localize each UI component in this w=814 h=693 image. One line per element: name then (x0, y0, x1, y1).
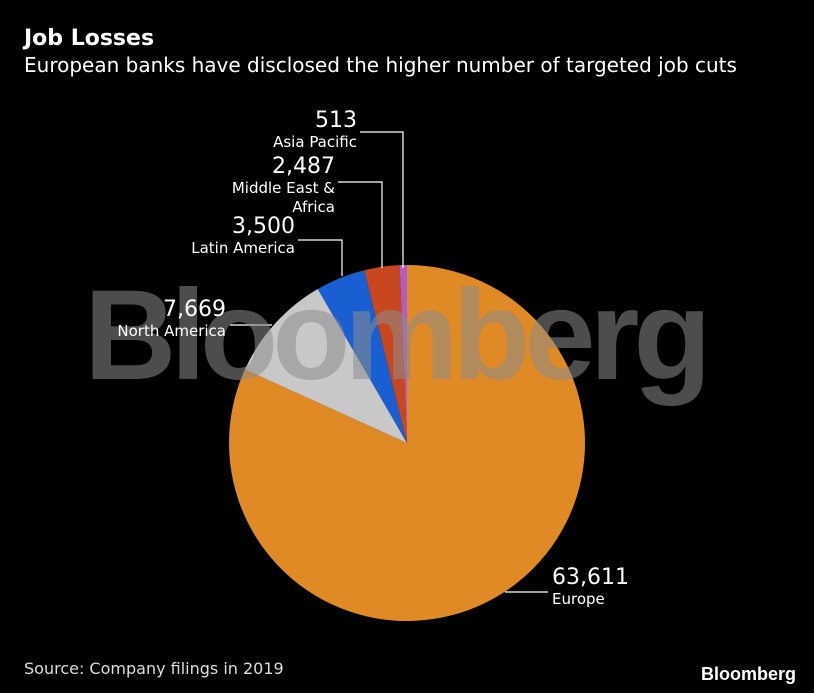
slice-label: 63,611 Europe (552, 566, 629, 609)
value-label: 3,500 (232, 214, 295, 239)
value-label: 2,487 (272, 154, 335, 179)
category-label: Asia Pacific (273, 133, 357, 151)
slice-label: 513 Asia Pacific (273, 109, 357, 152)
category-label: Middle East & Africa (231, 179, 335, 216)
category-label: Latin America (191, 239, 295, 257)
pie-slice (399, 265, 407, 443)
pie-slice (364, 265, 407, 443)
leader-line (338, 181, 383, 268)
leader-line (298, 239, 343, 276)
pie-slice (317, 270, 407, 443)
pie-slice (244, 288, 407, 443)
chart-title: Job Losses (24, 26, 155, 51)
watermark: Bloomberg (84, 264, 712, 407)
value-label: 7,669 (163, 297, 226, 322)
leader-line (360, 131, 404, 268)
category-label: North America (117, 322, 226, 340)
value-label: 63,611 (552, 565, 629, 590)
slice-label: 2,487 Middle East & Africa (223, 155, 335, 217)
slice-label: 3,500 Latin America (191, 215, 295, 258)
category-label: Europe (552, 590, 605, 608)
source: Source: Company filings in 2019 (24, 659, 284, 678)
brand: Bloomberg (700, 664, 796, 684)
slice-label: 7,669 North America (117, 298, 226, 341)
chart-subtitle: European banks have disclosed the higher… (24, 53, 737, 77)
pie-slice (229, 265, 585, 622)
value-label: 513 (315, 108, 357, 133)
